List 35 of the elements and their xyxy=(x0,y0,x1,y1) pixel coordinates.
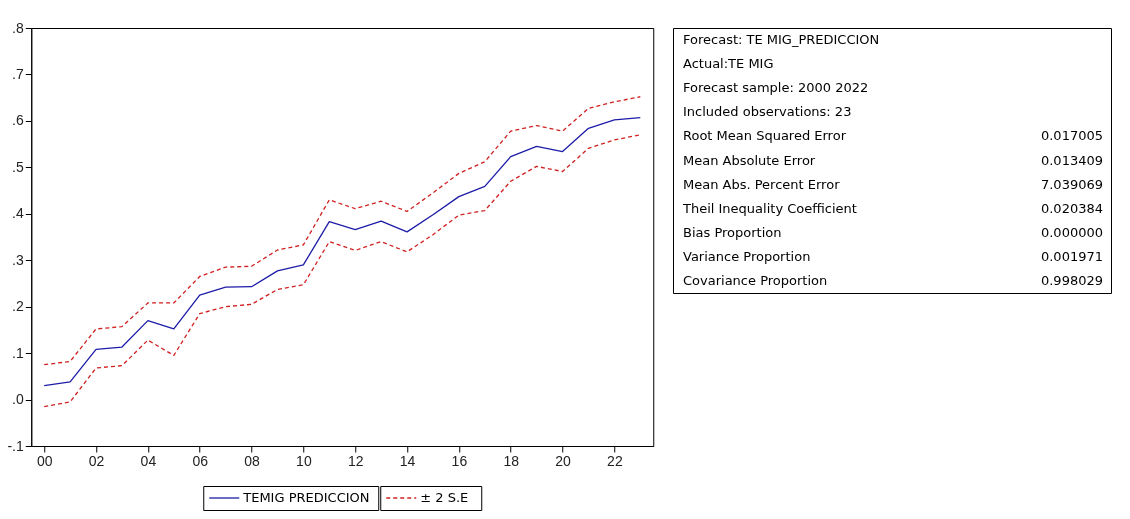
x-tick-label: 20 xyxy=(555,452,572,469)
text: Forecast sample: 2000 2022 xyxy=(683,80,869,96)
x-tick-label: 10 xyxy=(296,452,312,469)
y-tick-label: .7 xyxy=(12,65,24,82)
text: Mean Absolute Error 0.013409 xyxy=(683,152,1103,168)
y-tick-label: .6 xyxy=(12,112,24,129)
x-tick-label: 14 xyxy=(399,452,416,469)
text: Theil Inequality Coefficient 0.020384 xyxy=(683,200,1103,216)
y-tick-label: .1 xyxy=(12,344,24,361)
x-tick-label: 04 xyxy=(140,452,157,469)
x-tick-label: 08 xyxy=(244,452,261,469)
x-tick-label: 18 xyxy=(503,452,520,469)
text: Root Mean Squared Error 0.017005 xyxy=(683,128,1103,144)
x-tick-label: 22 xyxy=(607,452,623,469)
y-tick-label: .2 xyxy=(12,298,24,315)
y-tick-label: .5 xyxy=(12,158,24,175)
x-tick-label: 00 xyxy=(36,452,53,469)
y-tick-label: .3 xyxy=(12,251,24,268)
y-tick-label: -.1 xyxy=(7,437,24,454)
x-tick-label: 02 xyxy=(88,452,105,469)
text: Mean Abs. Percent Error 7.039069 xyxy=(683,176,1103,192)
x-tick-label: 06 xyxy=(192,452,209,469)
text: Covariance Proportion 0.998029 xyxy=(683,272,1103,288)
text: Bias Proportion 0.000000 xyxy=(683,224,1103,240)
legend-label: ± 2 S.E xyxy=(420,490,469,505)
y-tick-label: .0 xyxy=(12,391,24,408)
text: Included observations: 23 xyxy=(683,104,852,120)
legend-label: TEMIG PREDICCION xyxy=(242,490,370,505)
y-tick-label: .4 xyxy=(12,205,24,222)
x-tick-label: 16 xyxy=(451,452,468,469)
text: Actual:TE MIG xyxy=(683,56,774,72)
y-tick-label: .8 xyxy=(12,19,24,36)
x-tick-label: 12 xyxy=(347,452,364,469)
text: Forecast: TE MIG_PREDICCION xyxy=(683,32,880,48)
text: Variance Proportion 0.001971 xyxy=(683,248,1103,264)
